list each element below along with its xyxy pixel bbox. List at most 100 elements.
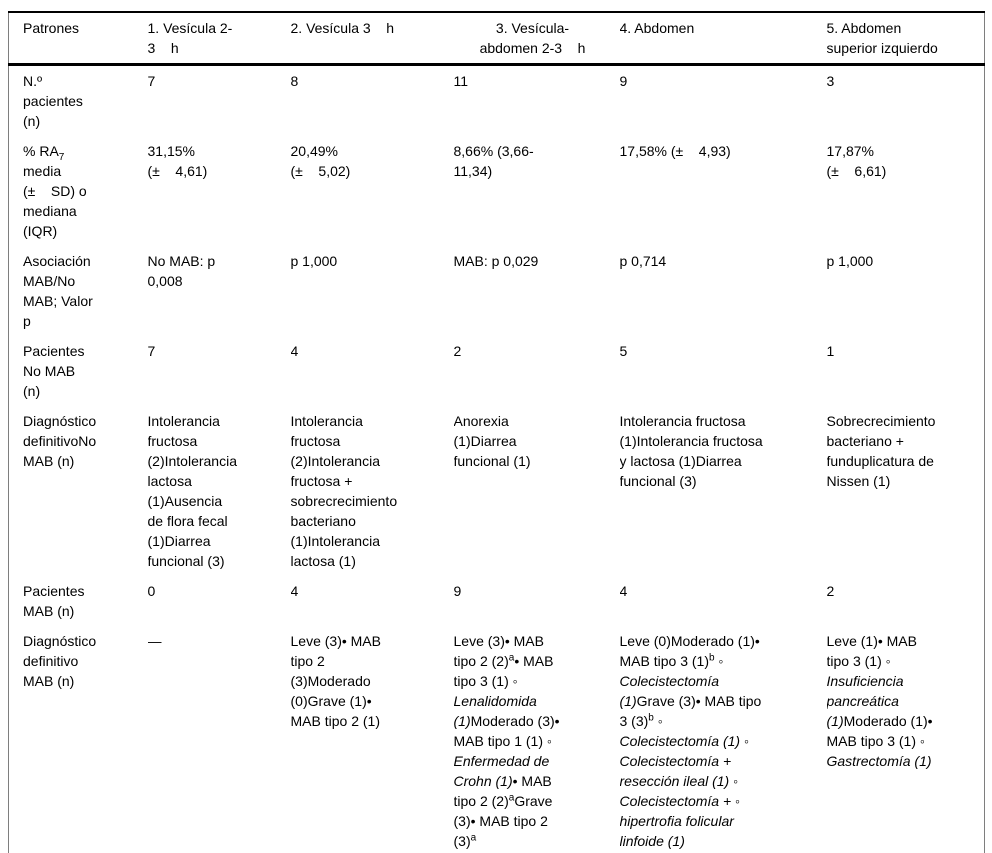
table-cell: No MAB: p 0,008 [148,246,291,336]
text-segment: Diagnóstico definitivo MAB (n) [23,633,97,689]
row-label: N.º pacientes (n) [9,65,148,137]
text-segment: Colecistectomía + resección ileal (1) [619,753,732,789]
text-segment: 8 [290,73,299,89]
patterns-table: Patrones 1. Vesícula 2- 3 h 2. Vesícula … [8,11,985,853]
text-segment: 11 [453,73,469,89]
table-cell: 5 [620,336,827,406]
row-label: Diagnóstico definitivo MAB (n) [9,626,148,853]
table-cell: Leve (0)Moderado (1)• MAB tipo 3 (1)b ◦ … [620,626,827,853]
table-cell: 9 [620,65,827,137]
col-header-vesicula-abdomen: 3. Vesícula- abdomen 2-3 h [453,11,620,66]
text-segment: Moderado (1)• MAB tipo 3 (1) ◦ [826,713,933,749]
text-segment: Colecistectomía (1) [619,733,741,749]
text-segment: 20,49% (± 5,02) [290,143,351,179]
text-segment: Gastrectomía (1) [826,753,932,769]
col-header-patrones: Patrones [8,11,148,66]
table-cell: 2 [827,576,985,626]
table-cell: 4 [291,336,454,406]
text-segment: 1 [826,343,835,359]
table-row-diagnostico-mab: Diagnóstico definitivo MAB (n) — Leve (3… [9,626,985,853]
table-cell: Leve (3)• MAB tipo 2 (3)Moderado (0)Grav… [291,626,454,853]
table-cell: 0 [148,576,291,626]
table-cell: 4 [620,576,827,626]
text-segment: b [648,712,654,724]
table-cell: Leve (3)• MAB tipo 2 (2)a• MAB tipo 3 (1… [454,626,620,853]
text-segment: Grave (3)• MAB tipo 2 (3) [453,793,553,849]
text-segment: 3 [826,73,835,89]
text-segment: 4. Abdomen [619,20,695,36]
table-cell: 9 [454,576,620,626]
text-segment: Leve (0)Moderado (1)• MAB tipo 3 (1) [619,633,760,669]
text-segment: p 0,714 [619,253,667,269]
text-segment: Pacientes No MAB (n) [23,343,85,399]
text-segment: media (± SD) o mediana (IQR) [23,163,87,239]
table-cell: — [148,626,291,853]
text-segment: Intolerancia fructosa (2)Intolerancia la… [147,413,238,569]
table-row-asociacion-valor-p: Asociación MAB/No MAB; Valor p No MAB: p… [9,246,985,336]
table-cell: Intolerancia fructosa (2)Intolerancia fr… [291,406,454,576]
table-cell: 8 [291,65,454,137]
table-cell: 3 [827,65,985,137]
text-segment: • MAB tipo 3 (1) ◦ [453,653,554,689]
text-segment: ◦ [733,773,739,789]
text-segment: N.º pacientes (n) [23,73,83,129]
text-segment: 4 [290,583,299,599]
text-segment: 3. Vesícula- abdomen 2-3 h [479,20,586,56]
text-segment: hipertrofia folicular linfoide (1) [619,813,734,849]
text-segment: Sobrecrecimiento bacteriano + funduplica… [826,413,936,489]
table-cell: 20,49% (± 5,02) [291,136,454,246]
text-segment: 9 [453,583,462,599]
text-segment: 17,58% (± 4,93) [619,143,731,159]
text-segment: 31,15% (± 4,61) [147,143,208,179]
table-cell: Intolerancia fructosa (2)Intolerancia la… [148,406,291,576]
table-cell: 8,66% (3,66- 11,34) [454,136,620,246]
text-segment: Moderado (3)• MAB tipo 1 (1) ◦ [453,713,560,749]
table-cell: 7 [148,65,291,137]
text-segment: 8,66% (3,66- 11,34) [453,143,534,179]
col-header-abdomen: 4. Abdomen [619,11,827,66]
table-row-ra7: % RA7 media (± SD) o mediana (IQR) 31,15… [9,136,985,246]
text-segment: ◦ [743,733,749,749]
text-segment: a [508,652,515,664]
table-cell: 31,15% (± 4,61) [148,136,291,246]
col-header-abdomen-superior-izquierdo: 5. Abdomen superior izquierdo [826,11,985,66]
table-cell: 1 [827,336,985,406]
text-segment: 7 [147,73,156,89]
text-segment: Anorexia (1)Diarrea funcional (1) [453,413,531,469]
text-segment: 17,87% (± 6,61) [826,143,887,179]
table-cell: Leve (1)• MAB tipo 3 (1) ◦ Insuficiencia… [827,626,985,853]
table-row-pacientes-mab: Pacientes MAB (n) 0 4 9 4 2 [9,576,985,626]
table-cell: Intolerancia fructosa (1)Intolerancia fr… [620,406,827,576]
text-segment: Intolerancia fructosa (1)Intolerancia fr… [619,413,763,489]
text-segment: Colecistectomía + [619,793,732,809]
col-header-vesicula-3h: 2. Vesícula 3 h [290,11,454,66]
text-segment: 5. Abdomen superior izquierdo [826,20,938,56]
table-cell: 2 [454,336,620,406]
row-label: Asociación MAB/No MAB; Valor p [9,246,148,336]
text-segment: Leve (3)• MAB tipo 2 (2) [453,633,545,669]
text-segment: b [708,652,715,664]
text-segment: ◦ [735,793,741,809]
text-segment: Intolerancia fructosa (2)Intolerancia fr… [290,413,398,569]
text-segment: Patrones [23,20,80,36]
text-segment: 1. Vesícula 2- 3 h [147,20,233,56]
table-cell: 7 [148,336,291,406]
text-segment: 4 [290,343,299,359]
col-header-vesicula-2-3h: 1. Vesícula 2- 3 h [147,11,291,66]
text-segment: Colecistectomía (1) [619,673,720,709]
text-segment: 5 [619,343,628,359]
header-row: Patrones 1. Vesícula 2- 3 h 2. Vesícula … [8,11,985,66]
table-cell: Anorexia (1)Diarrea funcional (1) [454,406,620,576]
text-segment: p 1,000 [826,253,874,269]
table-row-n-pacientes: N.º pacientes (n) 7 8 11 9 3 [9,65,985,137]
text-segment: Leve (3)• MAB tipo 2 (3)Moderado (0)Grav… [290,633,382,729]
text-segment: 2 [453,343,462,359]
table-cell: Sobrecrecimiento bacteriano + funduplica… [827,406,985,576]
table-cell: 11 [454,65,620,137]
text-segment: 9 [619,73,628,89]
text-segment: a [470,832,477,844]
text-segment: • MAB tipo 2 (2) [453,773,552,809]
row-label: Pacientes No MAB (n) [9,336,148,406]
text-segment: No MAB: p 0,008 [147,253,216,289]
